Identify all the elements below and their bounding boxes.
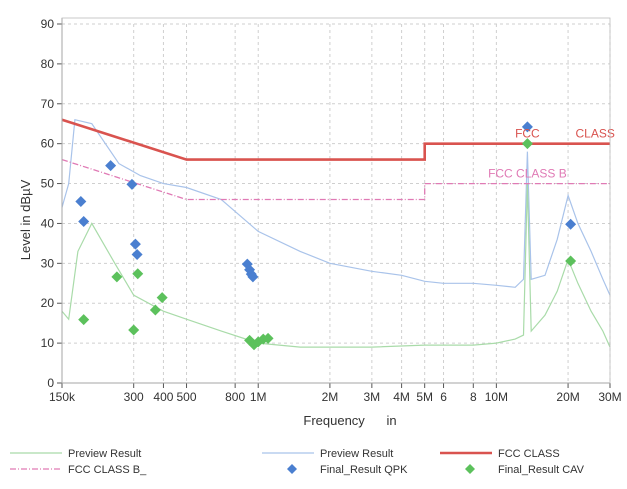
data-point-marker — [132, 268, 144, 280]
data-point-marker — [111, 271, 123, 283]
x-tick-label: 8 — [470, 390, 477, 404]
legend-label: FCC CLASS — [498, 448, 560, 460]
y-tick-label: 40 — [41, 216, 55, 230]
plot-frame — [61, 17, 611, 384]
data-point-marker — [149, 304, 161, 316]
data-point-marker — [78, 314, 90, 326]
y-tick-label: 60 — [41, 137, 55, 151]
data-point-marker — [129, 238, 141, 250]
x-tick-label: 20M — [556, 390, 579, 404]
y-tick-label: 50 — [41, 177, 55, 191]
limit-annotation: FCC CLASS B — [488, 167, 567, 181]
x-tick-label: 400 — [153, 390, 173, 404]
x-tick-label: 3M — [364, 390, 381, 404]
data-point-marker — [565, 255, 577, 267]
data-point-marker — [156, 292, 168, 304]
x-axis-title: Frequency in — [303, 413, 396, 428]
y-tick-label: 0 — [47, 376, 54, 390]
y-tick-label: 30 — [41, 256, 55, 270]
tick-labels: 0 10 20 30 40 50 60 70 80 90 150k 300 400 500 800 1M 2M 3… — [41, 17, 622, 404]
legend-label: Final_Result QPK — [320, 464, 408, 476]
y-tick-label: 80 — [41, 57, 55, 71]
data-point-marker — [131, 249, 143, 261]
limit-annotation: CLASS — [576, 127, 615, 141]
axes — [57, 17, 611, 388]
x-tick-label: 5M — [416, 390, 433, 404]
data-point-marker — [78, 215, 90, 227]
legend-label: Final_Result CAV — [498, 464, 585, 476]
data-point-marker — [262, 332, 274, 344]
x-tick-label: 150k — [49, 390, 76, 404]
data-point-marker — [565, 218, 577, 230]
annotation-layer: FCC CLASS FCC CLASS B — [488, 127, 615, 181]
y-tick-label: 90 — [41, 17, 55, 31]
series-line — [61, 158, 610, 201]
x-tick-label: 6 — [440, 390, 447, 404]
x-tick-label: 1M — [250, 390, 267, 404]
y-tick-label: 70 — [41, 97, 55, 111]
y-tick-label: 20 — [41, 296, 55, 310]
series-line — [61, 183, 611, 348]
legend-label: Preview Result — [68, 448, 141, 460]
y-axis-title: Level in dBµV — [18, 179, 33, 260]
marker-layer — [75, 121, 577, 351]
data-point-marker — [105, 160, 117, 172]
data-point-marker — [247, 271, 259, 283]
series-line — [61, 118, 611, 296]
x-tick-label: 30M — [598, 390, 621, 404]
legend-marker — [465, 464, 475, 474]
x-tick-label: 4M — [393, 390, 410, 404]
legend: Preview Result Preview Result FCC CLASS FCC… — [10, 448, 585, 476]
data-point-marker — [521, 138, 533, 150]
data-point-marker — [521, 121, 533, 133]
legend-marker — [287, 464, 297, 474]
x-tick-label: 10M — [485, 390, 508, 404]
y-tick-label: 10 — [41, 336, 55, 350]
x-tick-label: 500 — [177, 390, 197, 404]
legend-label: FCC CLASS B_ — [68, 464, 147, 476]
legend-label: Preview Result — [320, 448, 393, 460]
x-tick-label: 2M — [322, 390, 339, 404]
series-layer — [61, 118, 611, 348]
data-point-marker — [75, 196, 87, 208]
x-tick-label: 800 — [225, 390, 245, 404]
limit-annotation: FCC — [515, 127, 540, 141]
data-point-marker — [126, 178, 138, 190]
x-tick-label: 300 — [124, 390, 144, 404]
series-line — [61, 118, 610, 161]
data-point-marker — [128, 324, 140, 336]
